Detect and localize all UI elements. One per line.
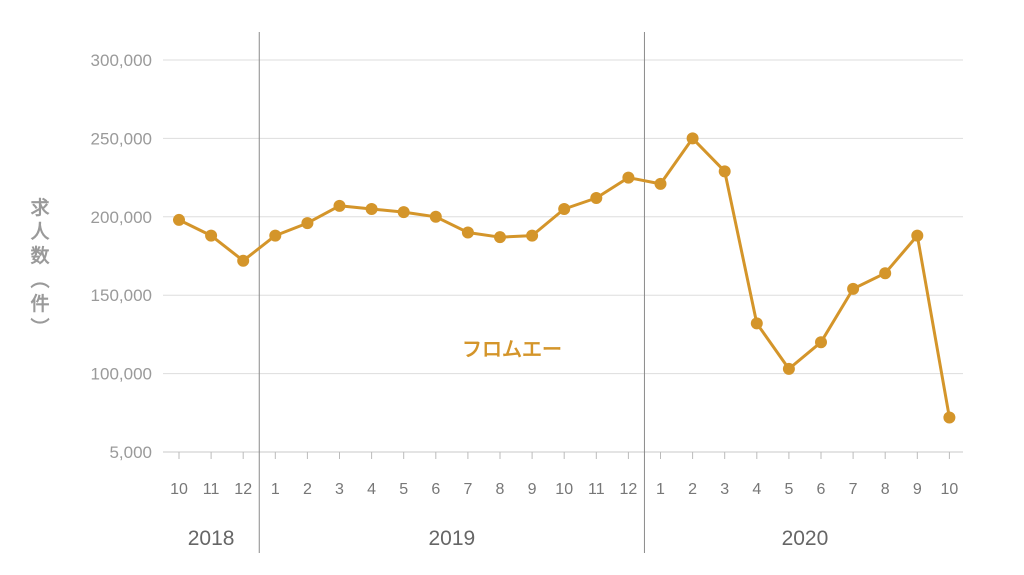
y-axis-label-char: 求 (30, 196, 50, 219)
data-point (301, 217, 314, 230)
x-tick-label: 10 (555, 481, 573, 498)
x-tick-label: 1 (271, 481, 280, 498)
x-tick-label: 3 (335, 481, 344, 498)
y-axis-label: 求人数 （ 件 ） (28, 196, 51, 337)
data-point (847, 282, 860, 295)
data-point (461, 226, 474, 239)
x-tick-label: 10 (941, 481, 959, 498)
data-point (397, 206, 410, 219)
data-point (879, 267, 892, 280)
data-point (943, 411, 956, 424)
x-tick-label: 12 (234, 481, 252, 498)
x-tick-label: 10 (170, 481, 188, 498)
x-tick-label: 2 (303, 481, 312, 498)
data-point (526, 229, 539, 242)
x-tick-label: 4 (752, 481, 761, 498)
year-separators (258, 32, 645, 553)
x-tick-label: 7 (463, 481, 472, 498)
year-label: 2020 (782, 527, 829, 550)
data-point (269, 229, 282, 242)
x-tick-label: 7 (849, 481, 858, 498)
x-tick-label: 2 (688, 481, 697, 498)
data-point (782, 362, 795, 375)
series-line (178, 136, 951, 418)
x-tick-label: 8 (496, 481, 505, 498)
data-point (654, 177, 667, 190)
data-point (718, 165, 731, 178)
x-tick-label: 6 (817, 481, 826, 498)
data-point (686, 132, 699, 145)
x-tick-label: 1 (656, 481, 665, 498)
data-point (911, 229, 924, 242)
series-layer (173, 132, 956, 424)
y-tick-label: 200,000 (91, 208, 152, 227)
gridlines (163, 59, 963, 453)
y-axis-tick-labels: 5,000 100,000 150,000 200,000 250,000 300,000 (91, 51, 152, 462)
y-tick-label: 100,000 (91, 365, 152, 384)
series-label: フロムエー (462, 337, 562, 361)
data-point (590, 191, 603, 204)
data-point (429, 210, 442, 223)
y-axis-label-char: （ (28, 269, 51, 288)
data-point (815, 336, 827, 349)
y-axis-label-char: 数 (30, 244, 50, 267)
y-axis-label-char: ） (28, 317, 51, 336)
data-point (558, 202, 571, 215)
year-label: 2019 (428, 527, 475, 550)
data-point (237, 254, 250, 267)
y-tick-label: 300,000 (91, 51, 152, 70)
x-tick-label: 4 (367, 481, 376, 498)
x-tick-label: 5 (784, 481, 793, 498)
y-tick-label: 150,000 (91, 286, 152, 305)
data-point (622, 171, 635, 184)
y-axis-label-char: 件 (30, 292, 49, 315)
data-point (333, 199, 346, 212)
data-point (205, 229, 218, 242)
x-tick-label: 12 (620, 481, 638, 498)
data-point (750, 317, 763, 330)
x-tick-label: 6 (431, 481, 440, 498)
data-point (494, 231, 506, 244)
x-tick-label: 9 (528, 481, 537, 498)
data-point (173, 213, 185, 226)
year-label: 2018 (188, 527, 235, 550)
x-tick-label: 5 (399, 481, 408, 498)
x-tick-label: 11 (203, 481, 220, 498)
y-tick-label: 250,000 (91, 129, 152, 148)
x-tick-label: 3 (720, 481, 729, 498)
x-tick-label: 11 (588, 481, 605, 498)
data-point (365, 202, 378, 215)
x-tick-label: 9 (913, 481, 922, 498)
y-tick-label: 5,000 (109, 443, 152, 462)
y-axis-label-char: 人 (30, 221, 50, 243)
x-tick-label: 8 (881, 481, 890, 498)
